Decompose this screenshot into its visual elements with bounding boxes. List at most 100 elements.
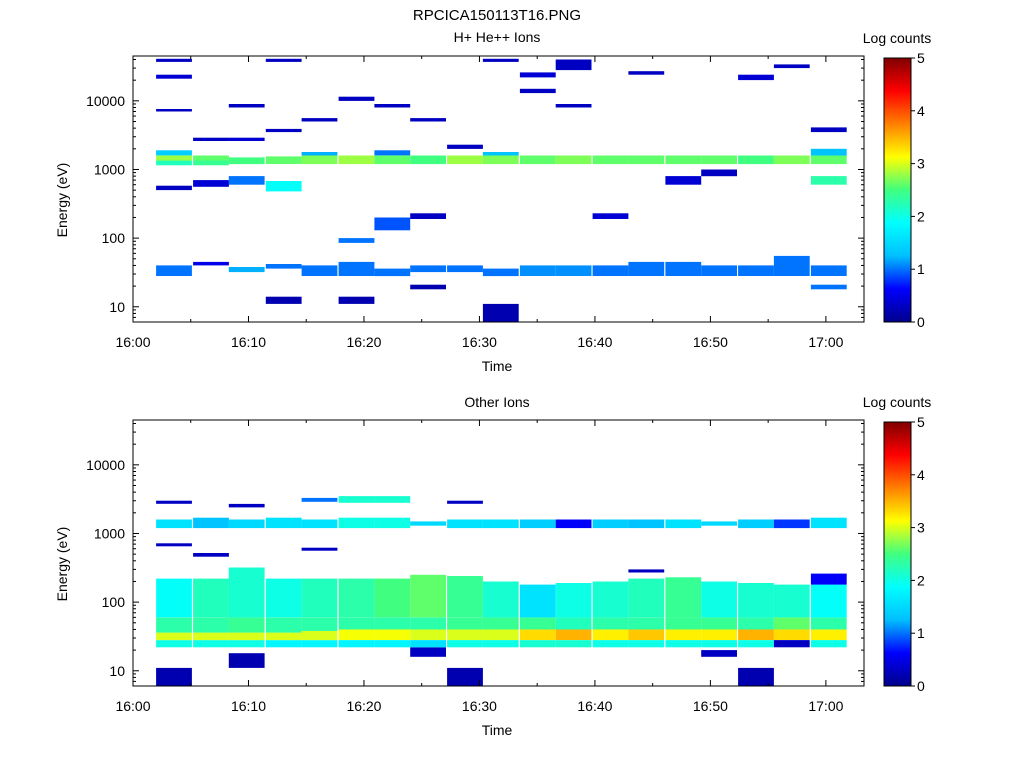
heatmap-cell <box>810 155 847 165</box>
heatmap-cell <box>555 583 592 618</box>
colorbar-tick-label: 4 <box>917 467 925 483</box>
heatmap-cell <box>482 617 519 630</box>
heatmap-cell <box>665 617 702 630</box>
heatmap-cell <box>301 631 338 641</box>
colorbar-tick-label: 2 <box>917 208 925 224</box>
heatmap-cell <box>228 137 265 141</box>
heatmap-cell <box>519 88 556 94</box>
colorbar-tick-label: 2 <box>917 572 925 588</box>
heatmap-cell <box>665 519 702 529</box>
heatmap-cell <box>482 58 519 62</box>
plot-frame-2 <box>132 419 865 687</box>
x-tick-label: 16:20 <box>346 334 381 350</box>
heatmap-cell <box>338 155 375 165</box>
heatmap-cell <box>701 155 737 165</box>
heatmap-cell <box>156 667 192 686</box>
heatmap-cell <box>701 640 737 648</box>
x-tick-label: 16:10 <box>231 698 266 714</box>
heatmap-cell <box>665 640 702 648</box>
heatmap-cell <box>810 617 847 630</box>
heatmap-cell <box>773 155 810 165</box>
heatmap-cell <box>738 640 774 648</box>
heatmap-cell <box>193 155 229 161</box>
heatmap-cell <box>374 578 411 618</box>
heatmap-cell <box>592 640 629 648</box>
heatmap-cell <box>228 157 265 165</box>
heatmap-cell <box>738 74 774 81</box>
colorbar-2 <box>883 421 912 687</box>
heatmap-cell <box>156 632 192 641</box>
heatmap-cell <box>228 519 265 529</box>
y-tick-label: 1000 <box>94 525 125 541</box>
x-tick-label: 16:10 <box>231 334 266 350</box>
heatmap-cell <box>156 74 192 79</box>
colorbar-label-2: Log counts <box>863 394 932 410</box>
heatmap-cell <box>301 152 338 156</box>
panel-title-2: Other Ions <box>464 394 529 410</box>
colorbar-tick-label: 3 <box>917 156 925 172</box>
y-tick-label: 100 <box>102 594 126 610</box>
heatmap-cell <box>628 155 665 165</box>
heatmap-cell <box>519 155 556 165</box>
y-axis-label-2: Energy (eV) <box>54 527 70 602</box>
heatmap-cell <box>410 629 446 640</box>
heatmap-cell <box>228 267 265 273</box>
heatmap-cell <box>555 629 592 640</box>
heatmap-cell <box>374 104 411 108</box>
heatmap-cell <box>628 261 665 276</box>
heatmap-cell <box>519 519 556 529</box>
heatmap-cell <box>810 127 847 133</box>
heatmap-cell <box>410 155 446 165</box>
heatmap-cell <box>482 268 519 277</box>
heatmap-cell <box>519 584 556 618</box>
heatmap-cell <box>265 58 302 62</box>
colorbar-tick-label: 4 <box>917 103 925 119</box>
heatmap-cell <box>338 578 375 618</box>
heatmap-cell <box>301 497 338 502</box>
heatmap-cell <box>701 169 737 177</box>
heatmap-cell <box>592 617 629 630</box>
heatmap-cell <box>665 176 702 185</box>
heatmap-cell <box>810 517 847 529</box>
x-tick-label: 16:40 <box>577 698 612 714</box>
heatmap-cell <box>193 137 229 141</box>
heatmap-cell <box>301 547 338 551</box>
heatmap-cell <box>374 496 411 503</box>
heatmap-cell <box>410 647 446 657</box>
axis-ticks-2: 16:00 16:10 16:20 16:30 16:40 16:50 17:00 10 100… <box>86 420 864 714</box>
heatmap-cell <box>447 500 483 504</box>
heatmap-cell <box>338 517 375 529</box>
heatmap-cell <box>374 517 411 529</box>
heatmap-cell <box>265 517 302 529</box>
heatmap-cell <box>628 629 665 640</box>
heatmap-cell <box>447 519 483 529</box>
heatmap-cell <box>555 59 592 71</box>
heatmap-cell <box>628 640 665 648</box>
heatmap-cell <box>810 148 847 156</box>
panel-h-he-ions: H+ He++ Ions 16:00 16:10 16:20 16:30 16:40 16… <box>54 29 931 374</box>
heatmap-cell <box>628 578 665 618</box>
heatmap-cell <box>701 650 737 657</box>
heatmap-cell <box>265 640 302 648</box>
heatmap-cell <box>482 640 519 648</box>
heatmap-cell <box>810 265 847 276</box>
heatmap-cell <box>410 265 446 273</box>
heatmap-cell <box>482 303 519 322</box>
axis-ticks-1: 16:00 16:10 16:20 16:30 16:40 16:50 17:00 10 100… <box>86 56 864 350</box>
colorbar-label-1: Log counts <box>863 30 932 46</box>
heatmap-cell <box>810 584 847 618</box>
heatmap-cell <box>156 58 192 62</box>
heatmap-cell <box>447 617 483 630</box>
colorbar-tick-label: 5 <box>917 414 925 430</box>
heatmap-cell <box>810 176 847 185</box>
heatmap-cell <box>519 640 556 648</box>
heatmap-cell <box>265 156 302 164</box>
heatmap-cell <box>555 519 592 529</box>
x-tick-label: 16:30 <box>462 698 497 714</box>
heatmap-cell <box>228 632 265 641</box>
heatmap-cell <box>555 640 592 648</box>
heatmap-cell <box>665 629 702 640</box>
heatmap-cell <box>738 155 774 165</box>
heatmap-cell <box>810 573 847 585</box>
